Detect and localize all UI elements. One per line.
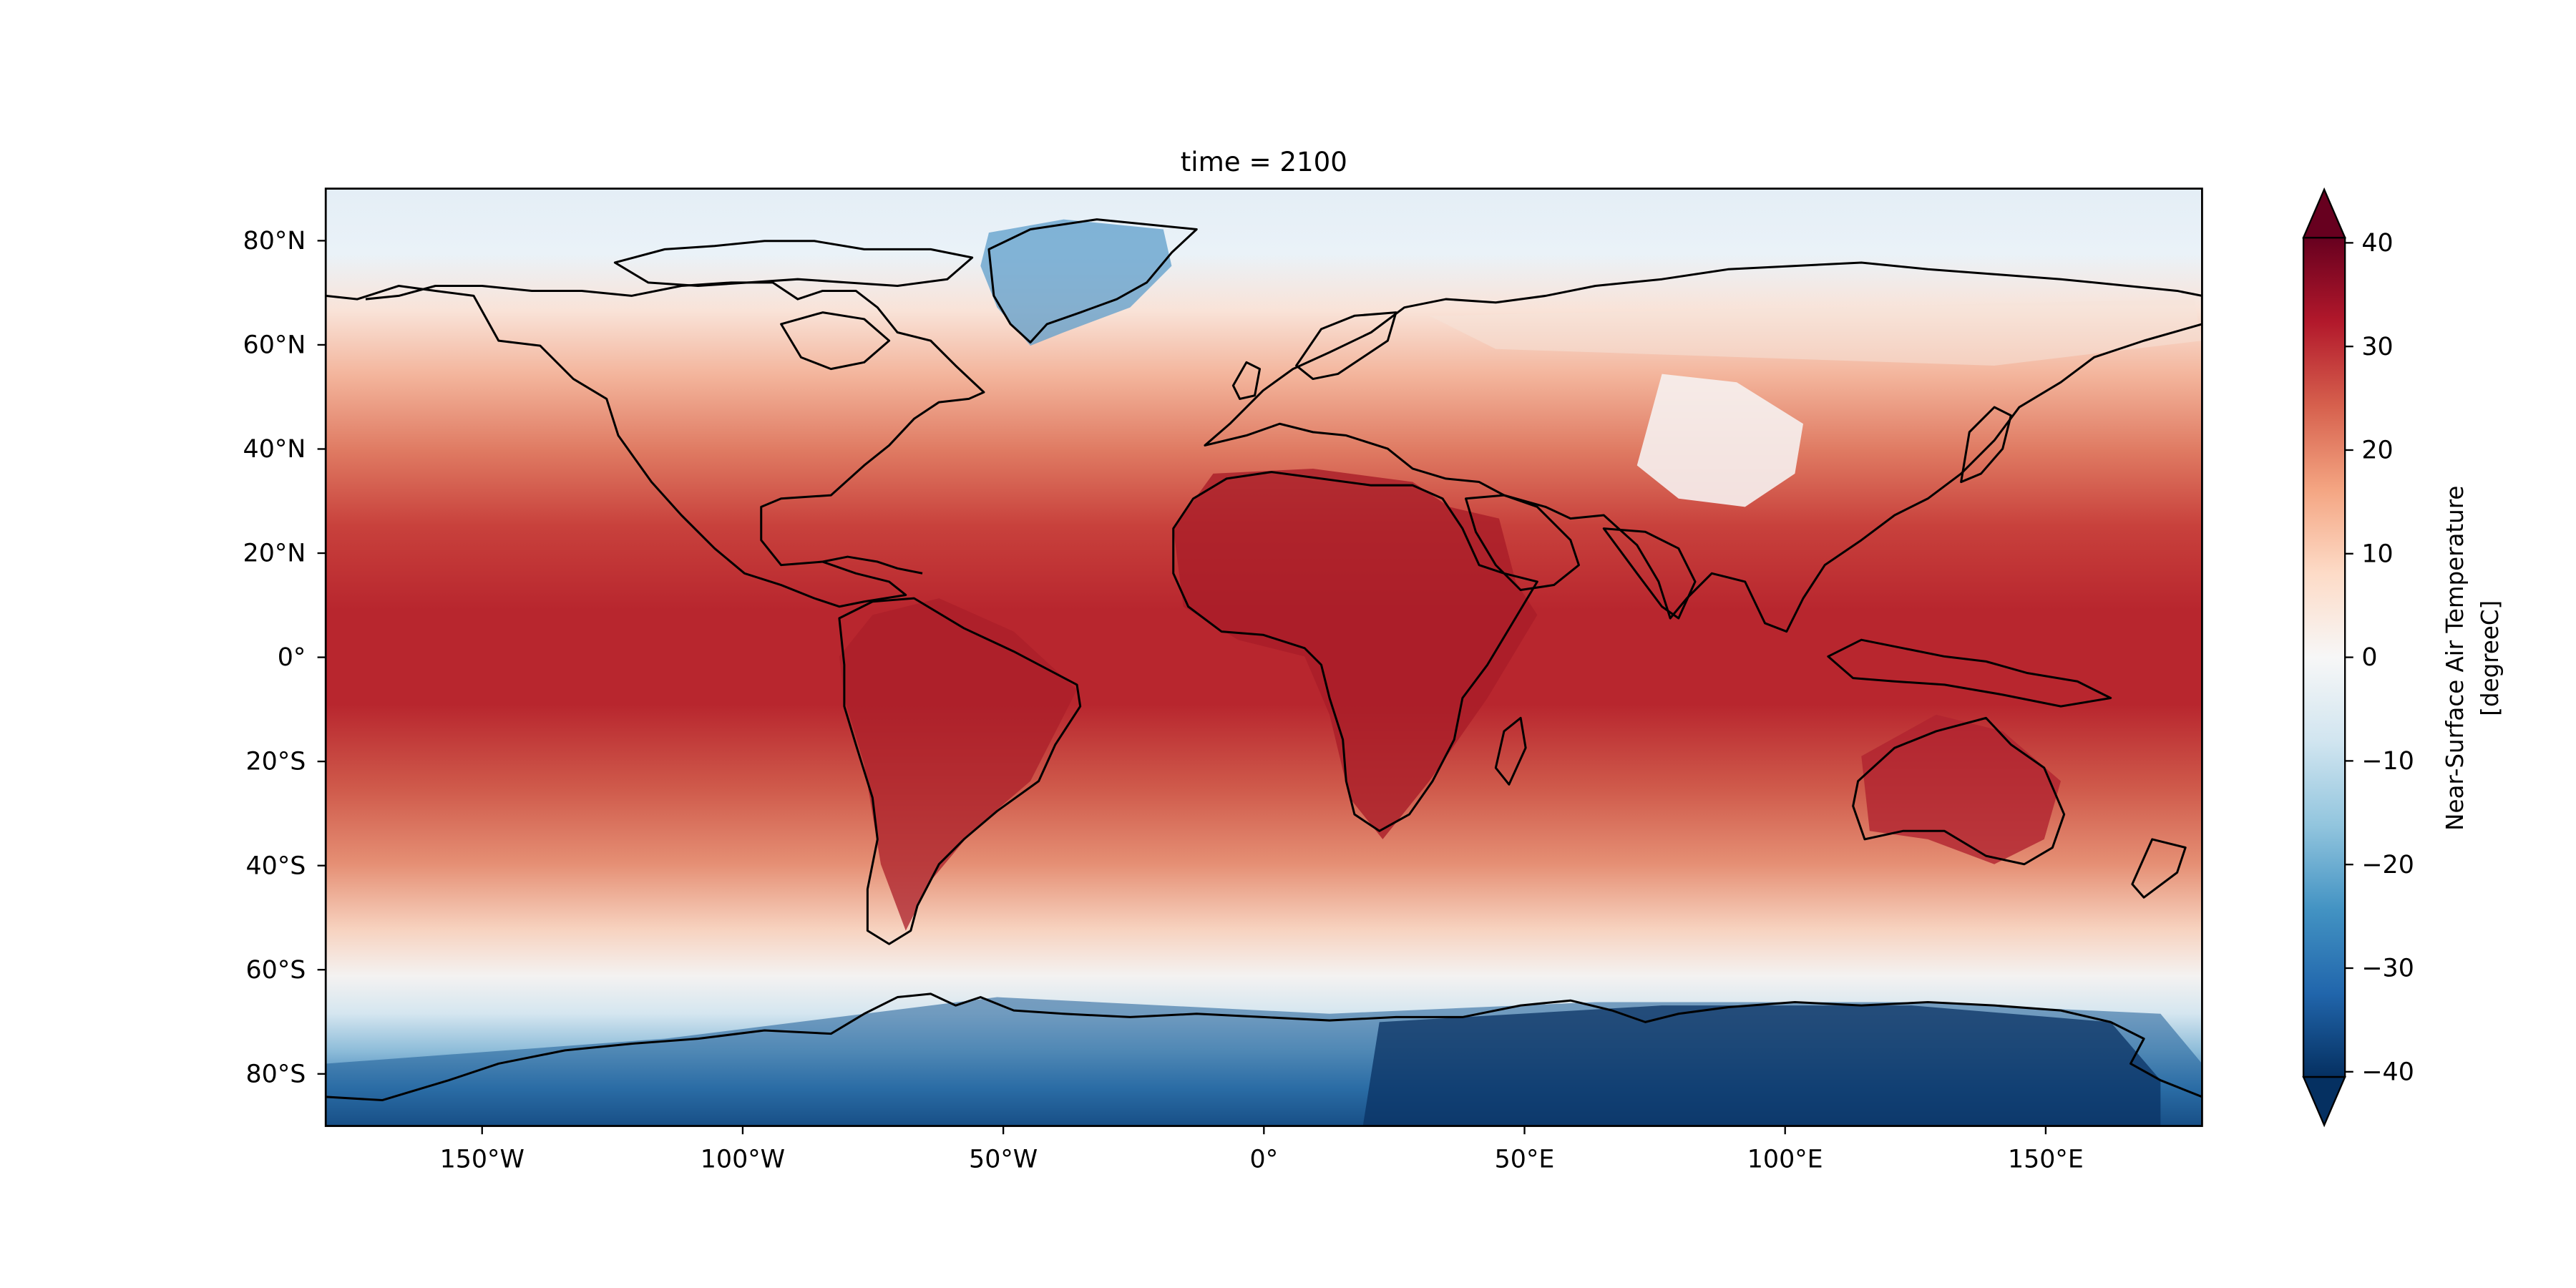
y-tick-label: 40°S <box>246 852 306 880</box>
x-tick-label: 150°E <box>2008 1146 2084 1174</box>
coastline-arctic-islands <box>613 240 974 287</box>
coastline-indonesia <box>1827 638 2112 708</box>
coastline-japan <box>1960 406 2012 484</box>
coastline-madagascar <box>1494 716 1527 786</box>
coastline-scandinavia <box>1295 311 1397 381</box>
colorbar-tick-label: −20 <box>2361 851 2414 879</box>
coastline-africa <box>1172 471 1538 832</box>
coastline-australia <box>1852 716 2066 866</box>
colorbar: 40 30 20 10 0 −10 −20 −30 −40 Near-Surface Air T… <box>2302 187 2504 1128</box>
colorbar-label-line2: [degreeC] <box>2477 600 2504 716</box>
coastlines <box>326 218 2202 1102</box>
colorbar-tick-label: 0 <box>2361 643 2377 672</box>
y-tick-label: 60°S <box>246 956 306 985</box>
x-tick-label: 150°W <box>440 1146 525 1174</box>
coastline-arabia <box>1465 494 1580 592</box>
colorbar-tick-label: 30 <box>2361 333 2393 361</box>
coastline-british-isles <box>1231 361 1262 400</box>
colorbar-extend-min <box>2302 1075 2346 1128</box>
y-tick-label: 80°S <box>246 1060 306 1088</box>
coastline-south-america <box>838 597 1082 945</box>
x-axis: 150°W 100°W 50°W 0° 50°E 100°E 150°E <box>440 1126 2084 1174</box>
y-tick-label: 20°S <box>246 748 306 776</box>
y-tick-label: 60°N <box>243 331 306 360</box>
x-tick-label: 100°E <box>1747 1146 1823 1174</box>
x-tick-label: 50°W <box>969 1146 1038 1174</box>
colorbar-label-line1: Near-Surface Air Temperature <box>2441 486 2469 831</box>
y-tick-label: 20°N <box>243 540 306 568</box>
colorbar-tick-label: 20 <box>2361 436 2393 465</box>
y-tick-label: 80°N <box>243 227 306 255</box>
x-tick-label: 100°W <box>701 1146 785 1174</box>
colorbar-tick-label: −30 <box>2361 955 2414 983</box>
colorbar-tick-label: −40 <box>2361 1058 2414 1086</box>
colorbar-tick-label: 10 <box>2361 540 2393 568</box>
colorbar-body <box>2303 238 2346 1078</box>
land-shading <box>326 219 2202 1126</box>
y-axis: 80°N 60°N 40°N 20°N 0° 20°S 40°S 60°S 80°S <box>243 227 326 1088</box>
coastline-new-zealand <box>2131 838 2187 899</box>
colorbar-tick-label: 40 <box>2361 229 2393 258</box>
coastline-caribbean <box>822 555 923 575</box>
map-panel <box>326 188 2202 1126</box>
colorbar-ticks: 40 30 20 10 0 −10 −20 −30 −40 <box>2345 229 2414 1086</box>
coastline-greenland <box>987 218 1198 343</box>
map-title: time = 2100 <box>1181 147 1347 177</box>
coastline-india <box>1602 527 1697 620</box>
y-tick-label: 0° <box>278 643 306 672</box>
colorbar-extend-max <box>2302 187 2346 239</box>
x-tick-label: 0° <box>1250 1146 1279 1174</box>
coastline-baffin <box>780 311 891 371</box>
colorbar-tick-label: −10 <box>2361 747 2414 776</box>
coastline-antarctica <box>326 992 2202 1102</box>
y-tick-label: 40°N <box>243 435 306 464</box>
x-tick-label: 50°E <box>1495 1146 1555 1174</box>
coastline-europe-asia <box>1204 261 2202 633</box>
